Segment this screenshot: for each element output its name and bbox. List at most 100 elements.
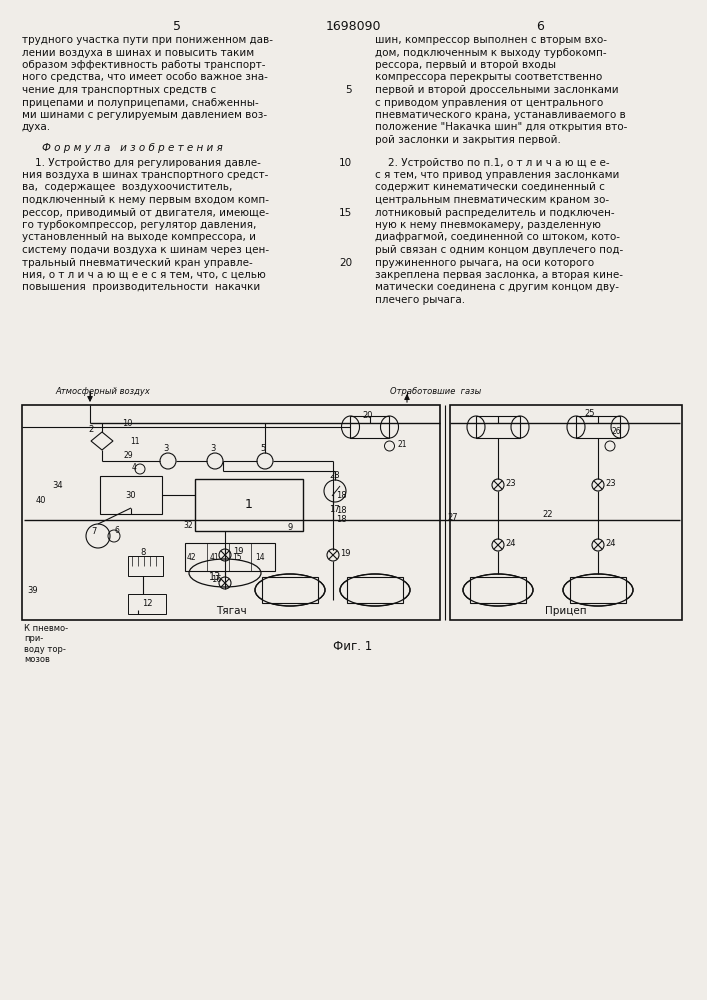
Text: повышения  производительности  накачки: повышения производительности накачки — [22, 282, 260, 292]
Bar — [576, 416, 620, 438]
Text: Отработовшие  газы: Отработовшие газы — [390, 387, 481, 396]
Text: диафрагмой, соединенной со штоком, кото-: диафрагмой, соединенной со штоком, кото- — [375, 232, 620, 242]
Text: ния, о т л и ч а ю щ е е с я тем, что, с целью: ния, о т л и ч а ю щ е е с я тем, что, с… — [22, 270, 266, 280]
Text: 4: 4 — [132, 463, 137, 472]
Bar — [22, 405, 440, 620]
Text: 30: 30 — [126, 490, 136, 499]
Bar — [470, 577, 526, 603]
Text: 41: 41 — [210, 552, 220, 562]
Text: пневматического крана, устанавливаемого в: пневматического крана, устанавливаемого … — [375, 110, 626, 120]
Text: лении воздуха в шинах и повысить таким: лении воздуха в шинах и повысить таким — [22, 47, 254, 57]
Text: 13: 13 — [209, 572, 221, 582]
Text: рый связан с одним концом двуплечего под-: рый связан с одним концом двуплечего под… — [375, 245, 624, 255]
Text: 29: 29 — [124, 451, 134, 460]
Bar — [195, 479, 303, 531]
Text: ного средства, что имеет особо важное зна-: ного средства, что имеет особо важное зн… — [22, 73, 268, 83]
Text: 1698090: 1698090 — [325, 20, 381, 33]
Text: 3: 3 — [163, 444, 168, 453]
Text: 9: 9 — [288, 523, 293, 532]
Text: первой и второй дроссельными заслонками: первой и второй дроссельными заслонками — [375, 85, 619, 95]
Text: 20: 20 — [362, 411, 373, 420]
Text: плечего рычага.: плечего рычага. — [375, 295, 465, 305]
Text: 5: 5 — [346, 85, 352, 95]
Bar — [128, 556, 163, 576]
Text: с приводом управления от центрального: с приводом управления от центрального — [375, 98, 603, 107]
Text: 32: 32 — [183, 521, 192, 530]
Text: подключенный к нему первым входом комп-: подключенный к нему первым входом комп- — [22, 195, 269, 205]
Text: шин, компрессор выполнен с вторым вхо-: шин, компрессор выполнен с вторым вхо- — [375, 35, 607, 45]
Text: К пневмо-
при-
воду тор-
мозов: К пневмо- при- воду тор- мозов — [24, 624, 68, 664]
Bar — [185, 543, 275, 571]
Text: закреплена первая заслонка, а вторая кине-: закреплена первая заслонка, а вторая кин… — [375, 270, 623, 280]
Text: 42: 42 — [187, 552, 197, 562]
Text: ния воздуха в шинах транспортного средст-: ния воздуха в шинах транспортного средст… — [22, 170, 269, 180]
Text: ми шинами с регулируемым давлением воз-: ми шинами с регулируемым давлением воз- — [22, 110, 267, 120]
Text: 2: 2 — [88, 425, 93, 434]
Text: установленный на выходе компрессора, и: установленный на выходе компрессора, и — [22, 232, 256, 242]
Text: 7: 7 — [91, 528, 97, 536]
Text: 1. Устройство для регулирования давле-: 1. Устройство для регулирования давле- — [22, 157, 261, 167]
Text: компрессора перекрыты соответственно: компрессора перекрыты соответственно — [375, 73, 602, 83]
Text: 23: 23 — [605, 479, 616, 488]
Text: 24: 24 — [505, 539, 515, 548]
Text: 23: 23 — [505, 479, 515, 488]
Bar — [570, 577, 626, 603]
Text: духа.: духа. — [22, 122, 51, 132]
Bar — [450, 405, 682, 620]
Text: ную к нему пневмокамеру, разделенную: ную к нему пневмокамеру, разделенную — [375, 220, 601, 230]
Text: 5: 5 — [173, 20, 181, 33]
Text: 6: 6 — [536, 20, 544, 33]
Text: пружиненного рычага, на оси которого: пружиненного рычага, на оси которого — [375, 257, 594, 267]
Text: 28: 28 — [329, 471, 339, 480]
Bar — [347, 577, 403, 603]
Text: 40: 40 — [36, 496, 47, 505]
Text: Тягач: Тягач — [216, 606, 246, 616]
Text: лотниковый распределитель и подключен-: лотниковый распределитель и подключен- — [375, 208, 614, 218]
Text: содержит кинематически соединенный с: содержит кинематически соединенный с — [375, 182, 605, 192]
Text: 20: 20 — [339, 257, 352, 267]
Text: 19: 19 — [340, 549, 351, 558]
Text: рессора, первый и второй входы: рессора, первый и второй входы — [375, 60, 556, 70]
Text: 27: 27 — [447, 512, 457, 522]
Bar — [128, 594, 166, 614]
Text: 3: 3 — [210, 444, 216, 453]
Text: 21: 21 — [397, 440, 407, 449]
Text: 34: 34 — [52, 481, 63, 490]
Bar — [262, 577, 318, 603]
Text: 39: 39 — [27, 586, 37, 595]
Text: 14: 14 — [255, 552, 264, 562]
Text: 18: 18 — [336, 491, 346, 500]
Text: 26: 26 — [612, 427, 621, 436]
Text: 2. Устройство по п.1, о т л и ч а ю щ е е-: 2. Устройство по п.1, о т л и ч а ю щ е … — [375, 157, 609, 167]
Text: чение для транспортных средств с: чение для транспортных средств с — [22, 85, 216, 95]
Text: образом эффективность работы транспорт-: образом эффективность работы транспорт- — [22, 60, 266, 70]
Text: матически соединена с другим концом дву-: матически соединена с другим концом дву- — [375, 282, 619, 292]
Text: рой заслонки и закрытия первой.: рой заслонки и закрытия первой. — [375, 135, 561, 145]
Text: 19: 19 — [233, 547, 243, 556]
Text: 11: 11 — [130, 437, 139, 446]
Text: 8: 8 — [140, 548, 146, 557]
Text: го турбокомпрессор, регулятор давления,: го турбокомпрессор, регулятор давления, — [22, 220, 257, 230]
Text: тральный пневматический кран управле-: тральный пневматический кран управле- — [22, 257, 252, 267]
Text: 22: 22 — [543, 510, 554, 519]
Text: трудного участка пути при пониженном дав-: трудного участка пути при пониженном дав… — [22, 35, 273, 45]
Text: дом, подключенным к выходу турбокомп-: дом, подключенным к выходу турбокомп- — [375, 47, 607, 57]
Text: 24: 24 — [605, 539, 616, 548]
Bar — [351, 416, 390, 438]
Text: рессор, приводимый от двигателя, имеюще-: рессор, приводимый от двигателя, имеюще- — [22, 208, 269, 218]
Text: положение "Накачка шин" для открытия вто-: положение "Накачка шин" для открытия вто… — [375, 122, 627, 132]
Text: 10: 10 — [339, 157, 352, 167]
Text: 1: 1 — [245, 498, 253, 512]
Text: систему подачи воздуха к шинам через цен-: систему подачи воздуха к шинам через цен… — [22, 245, 269, 255]
Text: 18: 18 — [336, 506, 346, 515]
Text: 6: 6 — [115, 526, 120, 535]
Text: Ф о р м у л а   и з о б р е т е н и я: Ф о р м у л а и з о б р е т е н и я — [42, 143, 223, 153]
Text: 25: 25 — [584, 409, 595, 418]
Text: с я тем, что привод управления заслонками: с я тем, что привод управления заслонкам… — [375, 170, 619, 180]
Text: прицепами и полуприцепами, снабженны-: прицепами и полуприцепами, снабженны- — [22, 98, 259, 107]
Bar — [100, 476, 162, 514]
Text: 18: 18 — [336, 515, 346, 524]
Text: 15: 15 — [339, 208, 352, 218]
Text: центральным пневматическим краном зо-: центральным пневматическим краном зо- — [375, 195, 609, 205]
Text: 16: 16 — [211, 575, 221, 584]
